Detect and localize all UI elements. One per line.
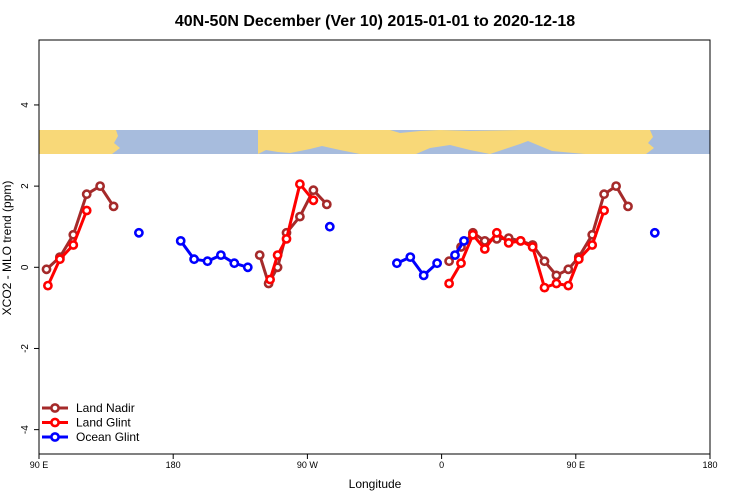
series-line — [447, 184, 630, 277]
legend-marker — [50, 432, 60, 442]
data-point — [599, 189, 609, 200]
data-point — [563, 264, 574, 275]
data-point — [68, 240, 79, 250]
data-point — [563, 280, 574, 291]
data-point — [587, 240, 598, 250]
data-point — [133, 227, 144, 238]
data-point — [503, 237, 514, 248]
data-point — [444, 256, 454, 267]
data-point — [444, 278, 454, 289]
data-point — [405, 252, 416, 262]
x-axis: 90 E 180 90 W 0 90 E 180 — [30, 454, 718, 470]
data-point — [573, 254, 584, 265]
data-point — [539, 256, 550, 267]
data-point — [391, 258, 402, 269]
data-point — [229, 258, 240, 269]
legend-label: Ocean Glint — [76, 430, 140, 444]
chart-title: 40N-50N December (Ver 10) 2015-01-01 to … — [175, 13, 575, 30]
data-point — [479, 244, 490, 254]
data-point — [611, 181, 621, 191]
data-point — [467, 229, 478, 240]
world-map-strip — [39, 130, 710, 154]
x-tick-label: 180 — [702, 460, 717, 470]
data-point — [459, 235, 469, 246]
data-point — [108, 201, 119, 212]
data-point — [432, 258, 442, 269]
data-point — [202, 256, 213, 267]
data-point — [321, 199, 332, 210]
data-point — [95, 181, 105, 191]
data-point — [551, 278, 562, 289]
x-tick-label: 90 E — [567, 460, 586, 470]
series-line — [396, 255, 439, 277]
data-point — [81, 205, 92, 216]
y-tick-label: 0 — [20, 264, 31, 270]
data-point — [215, 250, 226, 260]
legend-marker — [50, 403, 60, 413]
data-point — [294, 211, 305, 222]
data-point — [418, 270, 429, 281]
legend-label: Land Glint — [76, 416, 131, 430]
data-point — [515, 235, 526, 246]
data-point — [175, 235, 186, 246]
y-tick-label: -2 — [20, 344, 31, 353]
y-axis-label: XCO2 - MLO trend (ppm) — [0, 181, 14, 316]
data-point — [527, 242, 538, 252]
x-tick-label: 180 — [166, 460, 181, 470]
data-point — [649, 227, 660, 238]
data-point — [281, 233, 292, 244]
data-point — [294, 179, 305, 189]
data-point — [43, 280, 53, 291]
y-tick-label: 4 — [20, 102, 31, 108]
data-point — [265, 274, 275, 285]
data-point — [55, 254, 65, 265]
y-tick-label: 2 — [20, 183, 31, 189]
x-tick-label: 90 W — [297, 460, 319, 470]
series-land-glint — [43, 179, 609, 293]
data-point — [450, 250, 460, 260]
series-land-nadir — [41, 181, 633, 289]
data-point — [623, 201, 633, 212]
data-point — [41, 264, 52, 275]
series-line — [447, 210, 606, 290]
x-tick-label: 0 — [439, 460, 444, 470]
legend-item: Ocean Glint — [42, 430, 140, 444]
data-point — [272, 250, 283, 260]
data-point — [189, 254, 199, 265]
series-layer — [41, 179, 660, 293]
map-land — [258, 130, 654, 154]
y-axis: -4 -2 0 2 4 — [20, 102, 39, 434]
data-point — [491, 227, 502, 238]
data-point — [254, 250, 265, 260]
data-point — [551, 270, 562, 281]
x-axis-label: Longitude — [349, 477, 402, 491]
legend-item: Land Nadir — [42, 401, 135, 415]
data-point — [599, 205, 609, 216]
data-point — [539, 282, 550, 293]
data-point — [242, 262, 253, 273]
data-point — [324, 221, 335, 232]
data-point — [308, 195, 319, 206]
legend-marker — [50, 417, 60, 428]
series-line — [46, 209, 89, 287]
legend-item: Land Glint — [42, 416, 131, 430]
data-point — [81, 189, 92, 200]
series-ocean-glint — [133, 221, 660, 281]
plot-frame — [38, 39, 711, 455]
series-line — [258, 188, 328, 285]
data-point — [308, 185, 319, 196]
x-tick-label: 90 E — [30, 460, 49, 470]
data-point — [456, 258, 466, 269]
legend-label: Land Nadir — [76, 401, 135, 415]
map-land — [39, 130, 120, 154]
y-tick-label: -4 — [20, 425, 31, 434]
